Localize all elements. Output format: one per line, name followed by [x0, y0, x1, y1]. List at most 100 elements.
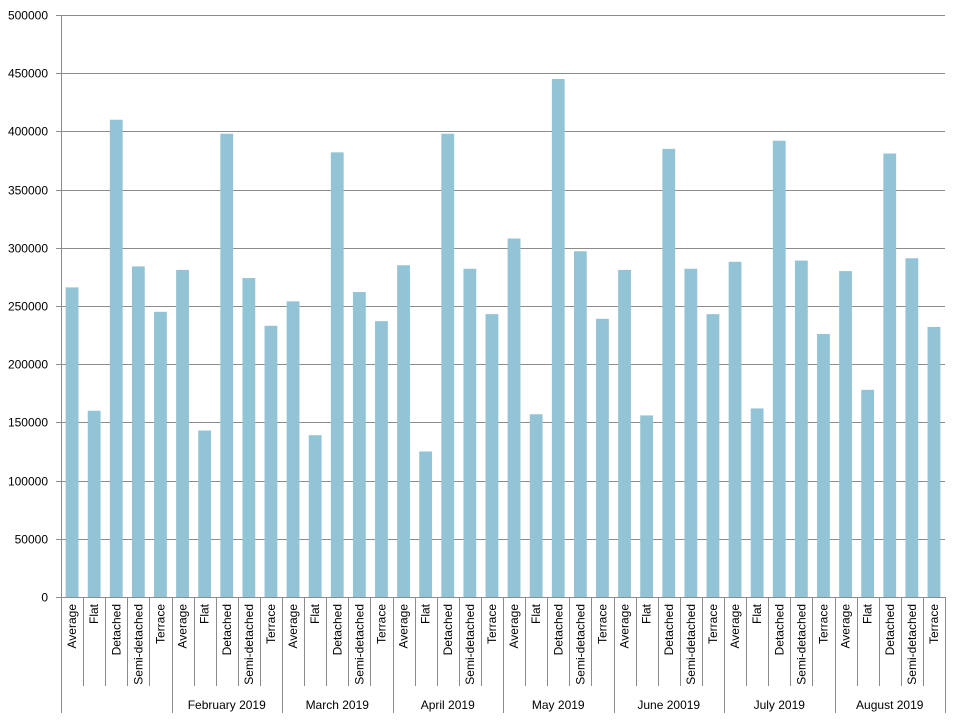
category-label: Average — [728, 604, 742, 649]
category-label: Terrace — [485, 604, 499, 644]
category-label: Detached — [551, 604, 565, 655]
category-label: Terrace — [706, 604, 720, 644]
bar — [905, 258, 919, 597]
category-label: Flat — [750, 603, 764, 624]
category-label: Detached — [441, 604, 455, 655]
labels: 0 50000 100000 150000 200000 250000 300000 3500… — [8, 9, 941, 713]
category-label: Flat — [640, 603, 654, 624]
category-label: Flat — [87, 603, 101, 624]
bar — [927, 326, 941, 597]
category-label: Average — [65, 604, 79, 649]
bar — [220, 133, 234, 598]
bar — [794, 260, 808, 597]
category-label: Semi-detached — [794, 604, 808, 685]
category-label: Detached — [662, 604, 676, 655]
group-label: February 2019 — [188, 698, 266, 712]
bar — [728, 261, 742, 597]
bar — [419, 451, 433, 597]
category-label: Flat — [198, 603, 212, 624]
group-label: June 20019 — [637, 698, 700, 712]
bar — [198, 430, 212, 597]
bar — [551, 79, 565, 597]
bar — [286, 301, 300, 597]
category-label: Average — [286, 604, 300, 649]
axes — [56, 15, 946, 713]
bar — [308, 435, 322, 597]
group-label: March 2019 — [306, 698, 370, 712]
bar — [684, 268, 698, 597]
group-label: August 2019 — [856, 698, 924, 712]
category-label: Terrace — [264, 604, 278, 644]
category-label: Detached — [883, 604, 897, 655]
category-label: Detached — [330, 604, 344, 655]
bar — [839, 271, 852, 597]
bar — [87, 410, 101, 597]
bar — [662, 148, 676, 598]
category-label: Semi-detached — [684, 604, 698, 685]
bar — [154, 311, 167, 597]
bar — [352, 292, 366, 597]
category-label: Flat — [308, 603, 322, 624]
bar — [441, 133, 455, 598]
bar — [131, 266, 145, 597]
category-label: Terrace — [374, 604, 388, 644]
y-tick-label: 400000 — [8, 125, 48, 139]
category-label: Detached — [220, 604, 234, 655]
bars — [65, 79, 941, 598]
y-tick-label: 300000 — [8, 242, 48, 256]
bar — [176, 269, 189, 597]
bar — [463, 268, 477, 597]
category-label: Detached — [109, 604, 123, 655]
bar — [330, 152, 344, 597]
y-tick-label: 150000 — [8, 416, 48, 430]
category-label: Semi-detached — [905, 604, 919, 685]
y-tick-label: 0 — [41, 591, 48, 605]
bar — [861, 389, 875, 597]
category-label: Terrace — [927, 604, 941, 644]
bar — [706, 314, 720, 597]
category-label: Semi-detached — [131, 604, 145, 685]
bar — [397, 265, 410, 597]
category-label: Average — [618, 604, 632, 649]
category-label: Semi-detached — [352, 604, 366, 685]
category-label: Terrace — [816, 604, 830, 644]
bar — [242, 278, 256, 597]
bar — [640, 415, 654, 597]
bar — [596, 318, 609, 597]
bar — [618, 269, 631, 597]
category-label: Semi-detached — [463, 604, 477, 685]
y-tick-label: 50000 — [15, 533, 49, 547]
bar — [529, 414, 543, 597]
category-label: Semi-detached — [242, 604, 256, 685]
category-label: Flat — [861, 603, 875, 624]
category-label: Average — [397, 604, 411, 649]
bar — [375, 321, 388, 597]
bar — [65, 287, 79, 597]
category-label: Average — [507, 604, 521, 649]
bar — [772, 140, 786, 597]
gridlines — [61, 15, 945, 540]
y-tick-label: 250000 — [8, 300, 48, 314]
y-tick-label: 450000 — [8, 67, 48, 81]
bar — [264, 325, 278, 597]
group-label: April 2019 — [421, 698, 475, 712]
category-label: Flat — [529, 603, 543, 624]
category-label: Flat — [419, 603, 433, 624]
bar — [507, 238, 521, 598]
y-tick-label: 100000 — [8, 475, 48, 489]
bar — [883, 153, 897, 597]
bar — [485, 314, 499, 597]
group-label: May 2019 — [532, 698, 585, 712]
y-tick-label: 200000 — [8, 358, 48, 372]
category-label: Terrace — [595, 604, 609, 644]
category-label: Average — [839, 604, 853, 649]
bar — [109, 119, 123, 597]
category-label: Average — [176, 604, 190, 649]
category-label: Detached — [772, 604, 786, 655]
bar — [817, 333, 830, 597]
category-label: Semi-detached — [573, 604, 587, 685]
group-label: July 2019 — [754, 698, 806, 712]
bar — [750, 408, 764, 597]
y-tick-label: 350000 — [8, 184, 48, 198]
